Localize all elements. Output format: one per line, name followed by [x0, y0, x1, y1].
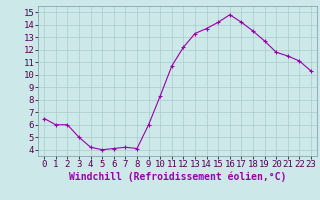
X-axis label: Windchill (Refroidissement éolien,°C): Windchill (Refroidissement éolien,°C) — [69, 172, 286, 182]
